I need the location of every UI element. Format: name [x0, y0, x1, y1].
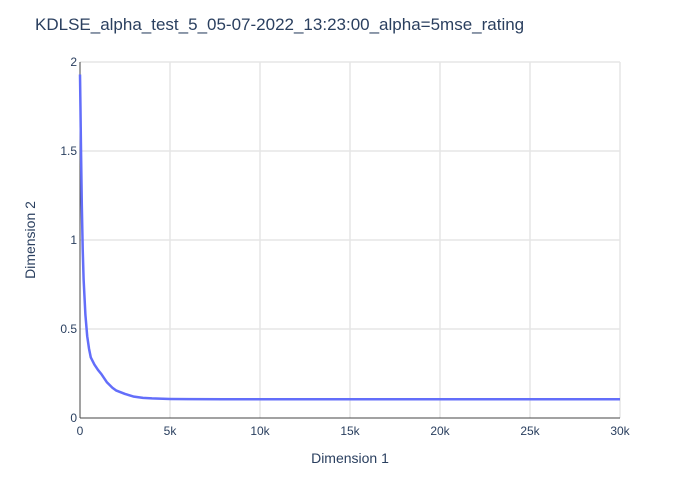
x-tick-label: 0	[77, 424, 84, 438]
y-tick-label: 0.5	[60, 322, 77, 336]
x-tick-label: 15k	[340, 424, 360, 438]
chart-title: KDLSE_alpha_test_5_05-07-2022_13:23:00_a…	[35, 15, 524, 34]
series-layer	[78, 74, 620, 401]
y-tick-label: 0	[70, 411, 77, 425]
y-tick-label: 1.5	[60, 144, 77, 158]
y-tick-label: 1	[70, 233, 77, 247]
x-axis-title: Dimension 1	[311, 450, 389, 466]
x-tick-label: 10k	[250, 424, 270, 438]
x-tick-label: 30k	[610, 424, 630, 438]
axes: 0 5k 10k 15k 20k 25k 30k 0 0.5 1 1.5 2	[60, 55, 630, 438]
x-tick-label: 20k	[430, 424, 450, 438]
x-tick-label: 5k	[164, 424, 178, 438]
grid	[80, 61, 621, 418]
x-tick-label: 25k	[520, 424, 540, 438]
y-axis-title: Dimension 2	[22, 201, 38, 279]
series-line	[78, 74, 620, 401]
y-tick-label: 2	[70, 55, 77, 69]
